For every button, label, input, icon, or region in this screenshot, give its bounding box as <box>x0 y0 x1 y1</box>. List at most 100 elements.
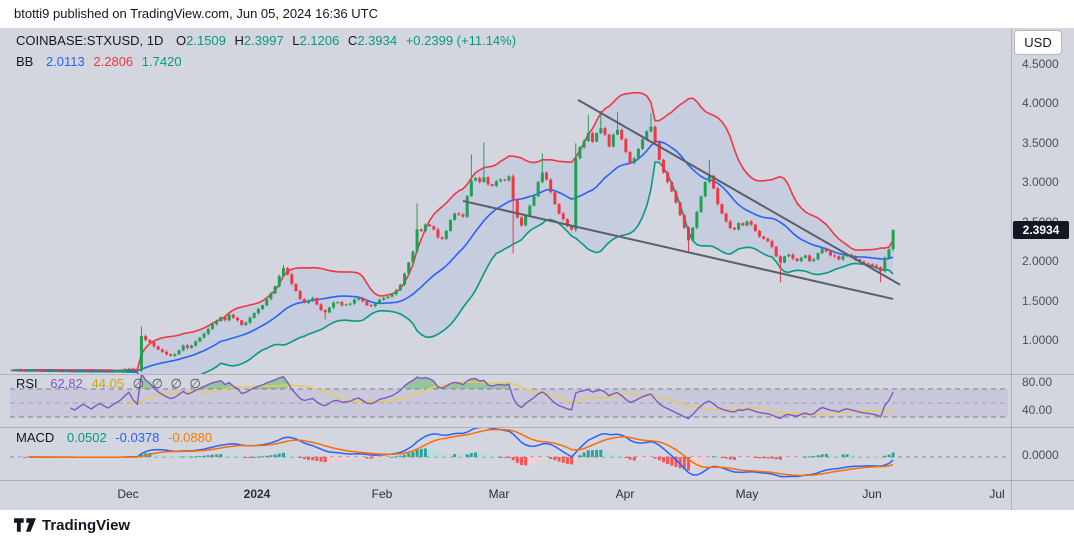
macd-histogram-bar <box>837 454 841 457</box>
macd-histogram-bar <box>549 457 553 460</box>
macd-histogram-bar <box>181 456 185 458</box>
bb-upper-value: 2.2806 <box>93 54 134 69</box>
macd-histogram-bar <box>799 457 803 458</box>
macd-histogram-bar <box>887 454 891 457</box>
macd-histogram-bar <box>265 455 269 457</box>
symbol-legend[interactable]: COINBASE:STXUSD, 1D O2.1509 H2.3997 L2.1… <box>16 33 516 48</box>
macd-histogram-bar <box>244 457 248 458</box>
macd-histogram-bar <box>728 457 732 460</box>
rsi-legend[interactable]: RSI 62.82 44.05 ∅ ∅ ∅ ∅ <box>16 376 203 392</box>
macd-histogram-bar <box>666 457 670 465</box>
macd-histogram-bar <box>323 457 327 463</box>
bb-indicator-title[interactable]: BB <box>16 54 34 69</box>
macd-histogram-bar <box>440 453 444 457</box>
macd-histogram-bar <box>202 455 206 457</box>
rsi-indicator-title[interactable]: RSI <box>16 376 38 391</box>
macd-histogram-bar <box>448 454 452 457</box>
open-value: O2.1509 <box>176 33 226 48</box>
macd-histogram-bar <box>699 457 703 464</box>
macd-histogram-bar <box>870 455 874 457</box>
macd-histogram-bar <box>382 457 386 458</box>
macd-histogram-bar <box>845 454 849 457</box>
macd-histogram-bar <box>494 456 498 458</box>
price-axis-label: 3.0000 <box>1022 175 1059 189</box>
macd-histogram-bar <box>628 457 632 460</box>
macd-histogram-bar <box>595 449 599 457</box>
macd-histogram-bar <box>678 457 682 469</box>
macd-histogram-bar <box>737 457 741 460</box>
rsi-value: 62.82 <box>50 376 83 391</box>
descending-trendline <box>577 98 901 286</box>
macd-histogram-bar <box>749 457 753 458</box>
tradingview-logo-icon[interactable] <box>14 518 36 537</box>
macd-histogram-bar <box>403 454 407 457</box>
macd-histogram-bar <box>620 455 624 457</box>
macd-histogram-bar <box>311 457 315 461</box>
macd-histogram-bar <box>741 457 745 460</box>
rsi-overbought-fill <box>254 376 288 389</box>
macd-histogram-bar <box>482 453 486 457</box>
macd-histogram-bar <box>603 450 607 457</box>
price-pane <box>10 91 901 374</box>
macd-signal-line <box>28 428 894 477</box>
macd-histogram-bar <box>281 452 285 457</box>
macd-histogram-bar <box>803 456 807 458</box>
macd-histogram-bar <box>273 454 277 457</box>
macd-histogram-bar <box>716 456 720 458</box>
macd-histogram-bar <box>306 457 310 460</box>
footer-bar: TradingView <box>0 510 1074 545</box>
brand-name: TradingView <box>42 517 131 534</box>
bb-basis-value: 2.0113 <box>45 54 85 69</box>
rsi-pane <box>10 375 1008 420</box>
macd-histogram-bar <box>198 456 202 458</box>
rsi-line <box>70 375 894 420</box>
bollinger-fill <box>12 92 894 374</box>
macd-histogram-bar <box>160 454 164 457</box>
macd-signal-value: -0.0880 <box>168 430 213 445</box>
macd-histogram-bar <box>419 448 423 457</box>
rsi-overbought-fill <box>199 380 238 389</box>
bollinger-legend[interactable]: BB 2.0113 2.2806 1.7420 <box>16 54 182 69</box>
macd-histogram-bar <box>632 457 636 461</box>
rsi-axis-label: 40.00 <box>1022 403 1053 417</box>
macd-histogram-bar <box>336 457 340 461</box>
macd-histogram-bar <box>695 457 699 468</box>
macd-histogram-bar <box>248 457 252 458</box>
price-axis-label: 2.0000 <box>1022 254 1059 268</box>
macd-histogram-bar <box>682 457 686 470</box>
last-price-badge: 2.3934 <box>1013 220 1069 239</box>
macd-histogram-bar <box>536 457 540 462</box>
macd-histogram-bar <box>783 457 787 460</box>
macd-histogram-bar <box>636 457 640 461</box>
macd-histogram-bar <box>883 455 887 457</box>
macd-histogram-bar <box>507 457 511 459</box>
currency-toggle-button[interactable]: USD <box>1014 30 1062 55</box>
macd-histogram-bar <box>720 457 724 458</box>
macd-histogram-bar <box>691 457 695 470</box>
macd-histogram-bar <box>833 454 837 457</box>
rsi-hidden-plots: ∅ ∅ ∅ ∅ <box>132 376 203 391</box>
macd-histogram-bar <box>649 457 653 458</box>
macd-histogram-bar <box>561 457 565 463</box>
macd-histogram-bar <box>256 456 260 458</box>
macd-histogram-bar <box>407 453 411 457</box>
macd-histogram-bar <box>616 453 620 457</box>
macd-histogram-bar <box>469 453 473 457</box>
time-axis-label-may: May <box>735 487 759 501</box>
macd-histogram-bar <box>545 457 549 459</box>
macd-indicator-title[interactable]: MACD <box>16 430 55 445</box>
macd-histogram-bar <box>515 457 519 463</box>
macd-histogram-bar <box>319 457 323 462</box>
macd-histogram-bar <box>194 456 198 458</box>
close-value: C2.3934 <box>347 33 398 48</box>
macd-histogram-bar <box>791 457 795 459</box>
macd-histogram-bar <box>173 456 177 458</box>
macd-histogram-bar <box>570 457 574 465</box>
high-value: H2.3997 <box>234 33 284 48</box>
symbol-title[interactable]: COINBASE:STXUSD, 1D <box>16 33 164 48</box>
bb-lower-value: 1.7420 <box>141 54 182 69</box>
macd-histogram-bar <box>862 455 866 457</box>
macd-legend[interactable]: MACD 0.0502 -0.0378 -0.0880 <box>16 430 212 445</box>
